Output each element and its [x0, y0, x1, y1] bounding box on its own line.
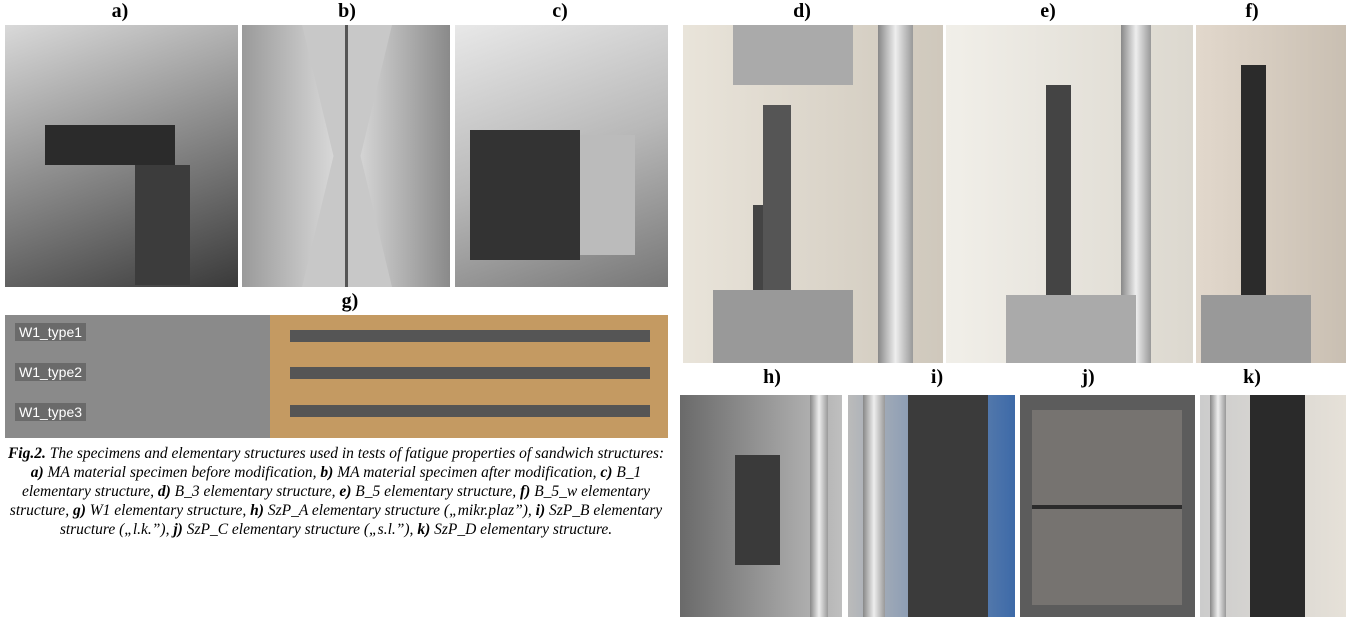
specimen-label: W1_type3	[15, 403, 86, 421]
caption-text: SzP_D elementary structure.	[430, 521, 612, 538]
caption-text: MA material specimen after modification,	[333, 464, 600, 481]
photo	[1200, 395, 1346, 617]
photo	[848, 395, 1015, 617]
specimen-label: W1_type1	[15, 323, 86, 341]
caption-label: f)	[520, 483, 530, 500]
photo	[680, 395, 842, 617]
caption-label: i)	[536, 502, 545, 519]
caption-label: j)	[173, 521, 182, 538]
photo	[242, 25, 450, 287]
panel-label: k)	[1243, 366, 1261, 389]
caption-label: Fig.2.	[8, 445, 46, 462]
photo	[1020, 395, 1195, 617]
caption-label: b)	[320, 464, 333, 481]
page: a) b) c) d) e) f) g) h) i) j) k) W1_type…	[0, 0, 1346, 617]
photo	[946, 25, 1193, 363]
panel-label: d)	[793, 0, 811, 23]
panel-label: j)	[1081, 366, 1094, 389]
panel-label: h)	[763, 366, 781, 389]
caption: Fig.2. The specimens and elementary stru…	[0, 444, 672, 539]
panel-label: c)	[552, 0, 568, 23]
panel-label: g)	[342, 290, 359, 313]
photo	[455, 25, 668, 287]
photo: W1_type1 W1_type2 W1_type3	[5, 315, 668, 438]
caption-text: The specimens and elementary structures …	[46, 445, 664, 462]
caption-label: c)	[600, 464, 612, 481]
caption-label: e)	[339, 483, 351, 500]
caption-label: g)	[73, 502, 86, 519]
caption-label: a)	[31, 464, 44, 481]
panel-label: a)	[112, 0, 129, 23]
caption-text: SzP_C elementary structure („s.l.”),	[183, 521, 418, 538]
caption-text: W1 elementary structure,	[86, 502, 250, 519]
panel-label: i)	[931, 366, 943, 389]
caption-text: MA material specimen before modification…	[44, 464, 321, 481]
caption-text: SzP_A elementary structure („mikr.plaz”)…	[264, 502, 536, 519]
caption-text: B_5 elementary structure,	[351, 483, 520, 500]
panel-label: f)	[1245, 0, 1258, 23]
photo	[1196, 25, 1346, 363]
specimen-label: W1_type2	[15, 363, 86, 381]
photo	[5, 25, 238, 287]
panel-label: b)	[338, 0, 356, 23]
photo	[683, 25, 943, 363]
panel-label: e)	[1040, 0, 1056, 23]
caption-label: d)	[158, 483, 171, 500]
caption-label: h)	[250, 502, 264, 519]
caption-text: B_3 elementary structure,	[171, 483, 340, 500]
caption-label: k)	[417, 521, 430, 538]
